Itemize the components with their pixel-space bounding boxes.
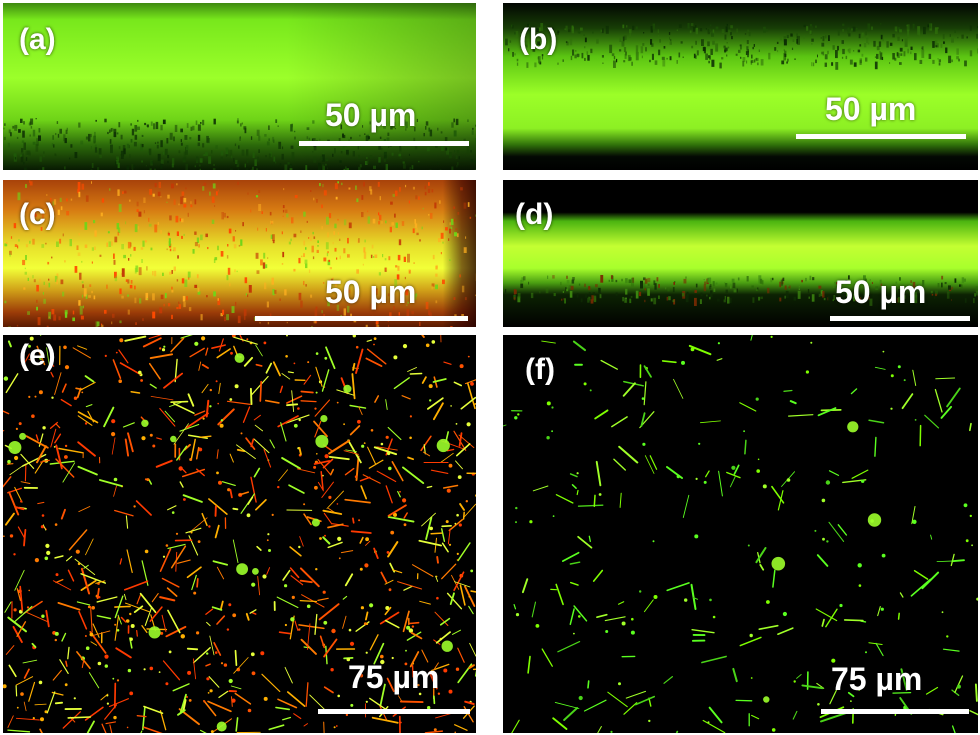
panel-f-scale-bar (821, 709, 969, 714)
panel-d-scale-text: 50 µm (835, 274, 927, 310)
panel-d-scale-bar (830, 316, 970, 321)
panel-f-scale-text: 75 µm (831, 661, 923, 697)
panel-c-label: (c) (19, 198, 56, 231)
panel-f-label: (f) (525, 353, 555, 386)
panel-a-image (3, 3, 476, 170)
panel-e-scale-text: 75 µm (348, 659, 440, 695)
panel-c: (c) 50 µm (3, 180, 476, 327)
panel-a: (a) 50 µm (3, 3, 476, 170)
panel-b-scale-text: 50 µm (825, 91, 917, 127)
panel-d: (d) 50 µm (503, 180, 978, 327)
panel-e-scale-bar (318, 709, 470, 714)
panel-e-image (3, 335, 476, 733)
panel-f-image (503, 335, 978, 733)
panel-c-scale-text: 50 µm (325, 274, 417, 310)
panel-e: (e) 75 µm (3, 335, 476, 733)
panel-c-scale-bar (255, 316, 468, 321)
panel-b: (b) 50 µm (503, 3, 978, 170)
panel-d-image (503, 180, 978, 327)
panel-a-scale-text: 50 µm (325, 97, 417, 133)
panel-b-scale-bar (796, 134, 966, 139)
panel-d-label: (d) (515, 198, 554, 231)
panel-b-image (503, 3, 978, 170)
panel-b-label: (b) (519, 23, 558, 56)
panel-a-scale-bar (299, 141, 469, 146)
panel-f: (f) 75 µm (503, 335, 978, 733)
panel-c-image (3, 180, 476, 327)
panel-e-label: (e) (19, 339, 56, 372)
panel-a-label: (a) (19, 23, 56, 56)
